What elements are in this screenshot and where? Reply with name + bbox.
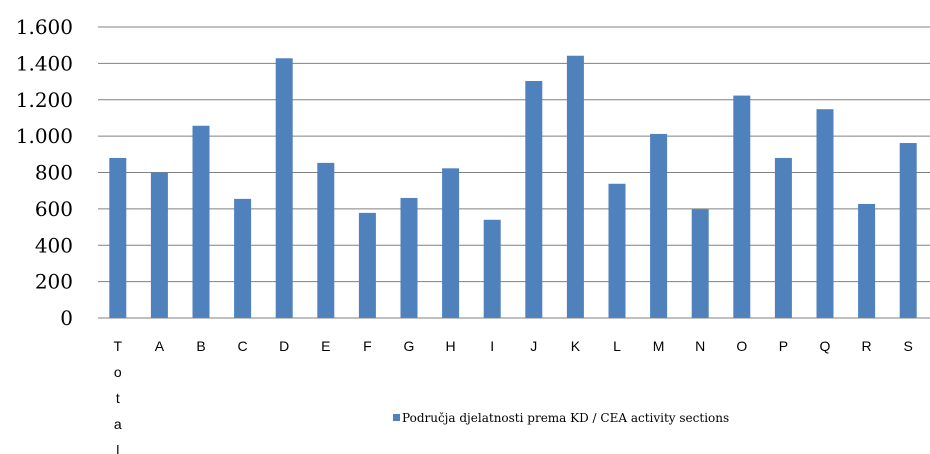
bar-p [774, 157, 792, 318]
bar-m [650, 133, 668, 318]
bars [109, 55, 917, 319]
y-tick-label: 0 [60, 306, 73, 330]
x-tick-label: O [736, 338, 747, 354]
gridlines [98, 26, 930, 283]
bar-total [109, 157, 127, 318]
x-tick-label: Q [820, 338, 831, 354]
x-tick-label: E [321, 338, 330, 354]
bar-g [400, 197, 418, 318]
bar-i [483, 219, 501, 318]
x-tick-label: R [862, 338, 872, 354]
x-tick-label: P [779, 338, 788, 354]
x-tick-label: M [653, 338, 665, 354]
y-tick-label: 1.600 [16, 15, 73, 39]
x-tick-label: C [238, 338, 248, 354]
bar-k [566, 55, 584, 319]
bar-c [234, 198, 252, 318]
y-tick-label: 200 [35, 270, 73, 294]
bar-s [899, 143, 917, 318]
x-tick-label: H [446, 338, 456, 354]
x-tick-label: J [530, 338, 537, 354]
x-tick-label: G [404, 338, 415, 354]
legend: Područja djelatnosti prema KD / CEA acti… [393, 411, 729, 425]
bar-a [150, 172, 168, 318]
x-tick-label: L [613, 338, 621, 354]
bar-n [691, 209, 709, 318]
y-tick-label: 1.400 [16, 51, 73, 75]
x-tick-label: F [363, 338, 372, 354]
x-tick-label: D [279, 338, 289, 354]
bar-o [733, 95, 751, 319]
bar-r [858, 203, 876, 318]
x-tick-label: A [155, 338, 165, 354]
x-tick-label: I [490, 338, 494, 354]
y-tick-label: 1.200 [16, 88, 73, 112]
y-tick-label: 1.000 [16, 124, 73, 148]
x-tick-label: N [695, 338, 705, 354]
y-tick-label: 600 [35, 197, 73, 221]
bar-b [192, 125, 210, 319]
x-tick-label: K [571, 338, 581, 354]
y-axis-ticks: 0 200 400 600 800 1.000 1.200 1.400 1.600 [16, 15, 73, 330]
legend-label: Područja djelatnosti prema KD / CEA acti… [402, 411, 729, 425]
y-tick-label: 400 [35, 233, 73, 257]
bar-h [442, 168, 460, 318]
bar-q [816, 109, 834, 319]
x-tick-label: S [904, 338, 913, 354]
bar-l [608, 183, 626, 318]
bar-d [275, 58, 293, 318]
legend-swatch [393, 414, 400, 421]
bar-f [358, 212, 376, 318]
y-tick-label: 800 [35, 161, 73, 185]
x-tick-label: B [196, 338, 205, 354]
bar-e [317, 162, 335, 318]
bar-j [525, 81, 543, 318]
